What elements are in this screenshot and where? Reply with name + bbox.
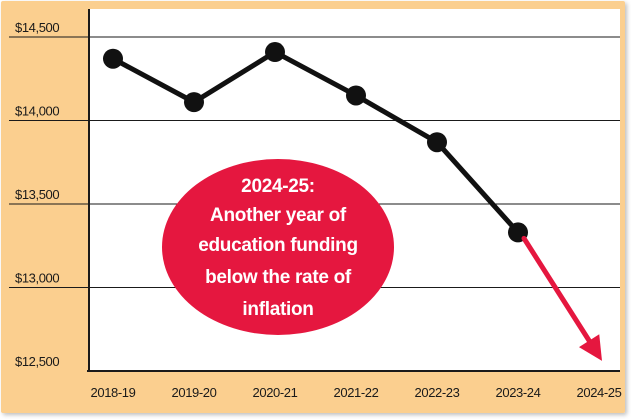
x-tick-label: 2022-23	[415, 385, 460, 400]
data-point	[427, 132, 447, 153]
series-line-group	[103, 42, 528, 243]
x-tick-labels: 2018-19 2019-20 2020-21 2021-22 2022-23 2023-…	[91, 385, 622, 400]
grid-lines	[9, 36, 620, 288]
series-line	[110, 49, 521, 235]
x-tick-label: 2023-24	[496, 385, 541, 400]
callout-line-2: Another year of	[210, 205, 347, 226]
x-tick-label: 2019-20	[172, 385, 217, 400]
data-point	[184, 92, 204, 113]
callout: 2024-25: Another year of education fundi…	[162, 159, 394, 335]
axes	[87, 9, 620, 372]
callout-line-4: below the rate of	[205, 267, 352, 288]
data-point	[346, 85, 366, 106]
callout-line-3: education funding	[198, 235, 358, 256]
data-point	[103, 48, 123, 69]
y-tick-label: $14,000	[15, 104, 59, 119]
callout-line-1: 2024-25:	[241, 176, 315, 197]
y-tick-label: $14,500	[15, 20, 59, 35]
x-tick-label: 2018-19	[91, 385, 136, 400]
trend-arrow-shaft	[521, 235, 592, 344]
callout-ellipse	[162, 159, 394, 335]
callout-line-5: inflation	[242, 299, 313, 320]
y-tick-label: $13,500	[15, 187, 59, 202]
y-tick-label: $12,500	[15, 354, 59, 369]
x-tick-label: 2021-22	[334, 385, 379, 400]
y-tick-labels: $14,500 $14,000 $13,500 $13,000 $12,500	[15, 20, 60, 369]
x-tick-label: 2020-21	[253, 385, 298, 400]
data-point	[265, 42, 285, 63]
trend-arrow-head	[578, 334, 602, 361]
projection-arrow-group	[521, 235, 602, 361]
x-tick-label: 2024-25	[577, 385, 622, 400]
y-tick-label: $13,000	[15, 271, 59, 286]
